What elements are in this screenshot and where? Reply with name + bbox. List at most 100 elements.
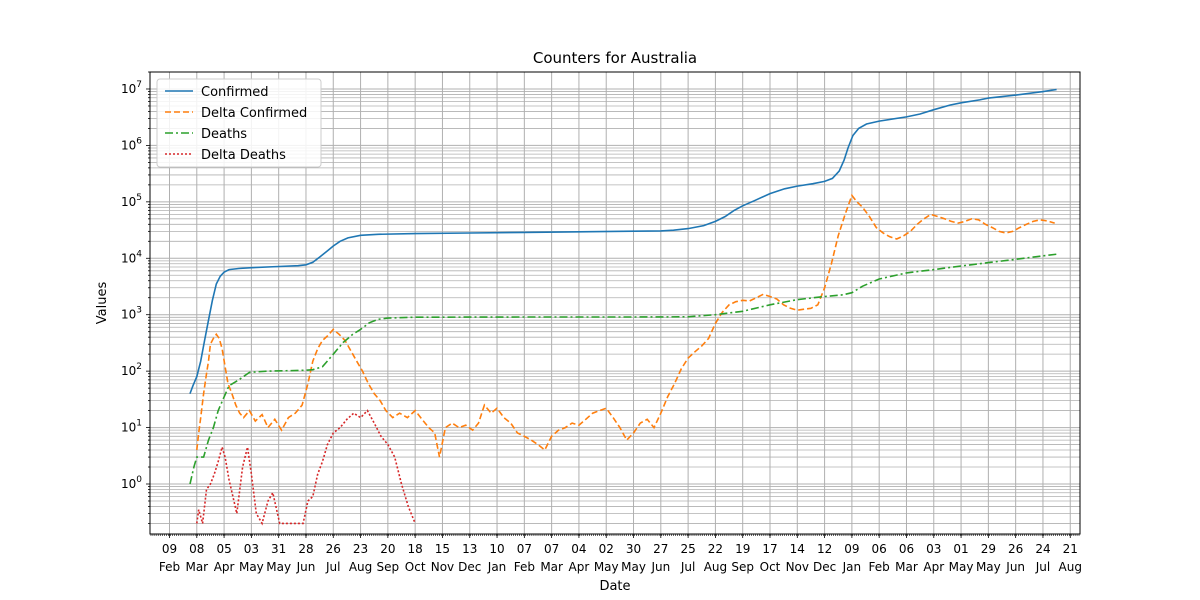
x-tick-label: 15 (435, 542, 450, 556)
x-tick-label: 30 (626, 542, 641, 556)
x-tick-label: 26 (326, 542, 341, 556)
y-tick-exponent: 3 (136, 306, 142, 316)
x-tick-month-label: Jun (296, 560, 316, 574)
y-tick-exponent: 0 (136, 475, 142, 485)
x-tick-month-label: Apr (569, 560, 590, 574)
x-tick-label: 27 (653, 542, 668, 556)
x-tick-label: 04 (571, 542, 586, 556)
y-tick-label: 106 (121, 136, 142, 152)
legend-label: Confirmed (201, 85, 269, 100)
legend-label: Delta Confirmed (201, 106, 307, 121)
series-line-deaths (189, 253, 1057, 485)
y-tick-base: 10 (121, 421, 136, 435)
x-tick-label: 06 (872, 542, 887, 556)
x-tick-label: 29 (981, 542, 996, 556)
x-tick-label: 31 (271, 542, 286, 556)
x-tick-month-label: Sep (377, 560, 400, 574)
legend: Confirmed Delta Confirmed Deaths Delta Deat… (156, 78, 322, 168)
y-axis-label: Values (95, 282, 110, 325)
x-tick-month-label: Jun (650, 560, 670, 574)
x-tick-month-label: May (594, 560, 619, 574)
y-tick-exponent: 6 (136, 136, 142, 146)
y-tick-exponent: 2 (136, 362, 142, 372)
x-tick-month-label: May (239, 560, 264, 574)
x-tick-month-label: Jul (1035, 560, 1050, 574)
series-line-delta-confirmed (196, 193, 1055, 458)
x-tick-label: 28 (298, 542, 313, 556)
x-tick-label: 25 (680, 542, 695, 556)
x-tick-label: 14 (790, 542, 805, 556)
x-tick-label: 10 (489, 542, 504, 556)
x-tick-label: 08 (189, 542, 204, 556)
x-tick-month-label: Dec (813, 560, 836, 574)
x-tick-label: 03 (926, 542, 941, 556)
x-tick-month-label: Mar (895, 560, 918, 574)
y-tick-base: 10 (121, 477, 136, 491)
x-tick-month-label: Jan (842, 560, 862, 574)
series-group (189, 88, 1057, 526)
x-tick-label: 12 (817, 542, 832, 556)
y-tick-base: 10 (121, 195, 136, 209)
y-tick-base: 10 (121, 138, 136, 152)
x-tick-label: 13 (462, 542, 477, 556)
x-tick-label: 23 (353, 542, 368, 556)
x-tick-label: 09 (844, 542, 859, 556)
y-tick-base: 10 (121, 82, 136, 96)
x-tick-month-label: Apr (923, 560, 944, 574)
x-tick-month-label: Feb (159, 560, 180, 574)
x-tick-label: 03 (244, 542, 259, 556)
x-tick-month-label: Aug (704, 560, 727, 574)
x-tick-label: 19 (735, 542, 750, 556)
x-tick-label: 06 (899, 542, 914, 556)
x-tick-month-label: Aug (1059, 560, 1082, 574)
x-tick-month-label: Jul (680, 560, 695, 574)
x-tick-month-label: Jun (1005, 560, 1025, 574)
x-tick-label: 17 (762, 542, 777, 556)
x-tick-label: 02 (599, 542, 614, 556)
x-tick-month-label: Sep (731, 560, 754, 574)
x-tick-month-label: Nov (431, 560, 454, 574)
x-tick-month-label: Aug (349, 560, 372, 574)
x-tick-label: 26 (1008, 542, 1023, 556)
y-tick-exponent: 5 (136, 193, 142, 203)
x-tick-label: 18 (408, 542, 423, 556)
x-tick-label: 20 (380, 542, 395, 556)
x-tick-month-label: May (621, 560, 646, 574)
y-tick-exponent: 7 (136, 80, 142, 90)
y-tick-label: 101 (121, 419, 142, 435)
series-line-delta-deaths (196, 409, 416, 526)
x-tick-label: 24 (1035, 542, 1050, 556)
x-tick-month-label: Jul (325, 560, 340, 574)
x-tick-month-label: Jan (487, 560, 507, 574)
y-tick-label: 100 (121, 475, 142, 491)
y-tick-label: 102 (121, 362, 142, 378)
x-tick-month-label: Dec (458, 560, 481, 574)
y-tick-base: 10 (121, 308, 136, 322)
x-tick-month-label: May (949, 560, 974, 574)
x-tick-label: 09 (162, 542, 177, 556)
y-tick-label: 104 (121, 249, 142, 265)
x-tick-month-label: Mar (540, 560, 563, 574)
legend-box (156, 78, 322, 168)
y-tick-label: 103 (121, 306, 142, 322)
x-tick-label: 07 (544, 542, 559, 556)
x-tick-month-label: Feb (514, 560, 535, 574)
y-tick-label: 105 (121, 193, 142, 209)
x-tick-label: 05 (216, 542, 231, 556)
y-tick-base: 10 (121, 364, 136, 378)
legend-label: Delta Deaths (201, 148, 286, 163)
x-tick-label: 22 (708, 542, 723, 556)
x-tick-month-label: Nov (786, 560, 809, 574)
x-axis-label: Date (599, 579, 630, 594)
x-tick-month-label: Oct (405, 560, 426, 574)
x-tick-label: 07 (517, 542, 532, 556)
x-tick-month-label: Apr (214, 560, 235, 574)
ticks: 09Feb08Mar05Apr03May31May28Jun26Jul23Aug… (121, 71, 1082, 574)
y-tick-exponent: 1 (136, 419, 142, 429)
y-tick-label: 107 (121, 80, 142, 96)
x-tick-month-label: May (266, 560, 291, 574)
series-line-confirmed (189, 88, 1057, 394)
chart-title: Counters for Australia (533, 49, 697, 67)
x-tick-label: 21 (1063, 542, 1078, 556)
